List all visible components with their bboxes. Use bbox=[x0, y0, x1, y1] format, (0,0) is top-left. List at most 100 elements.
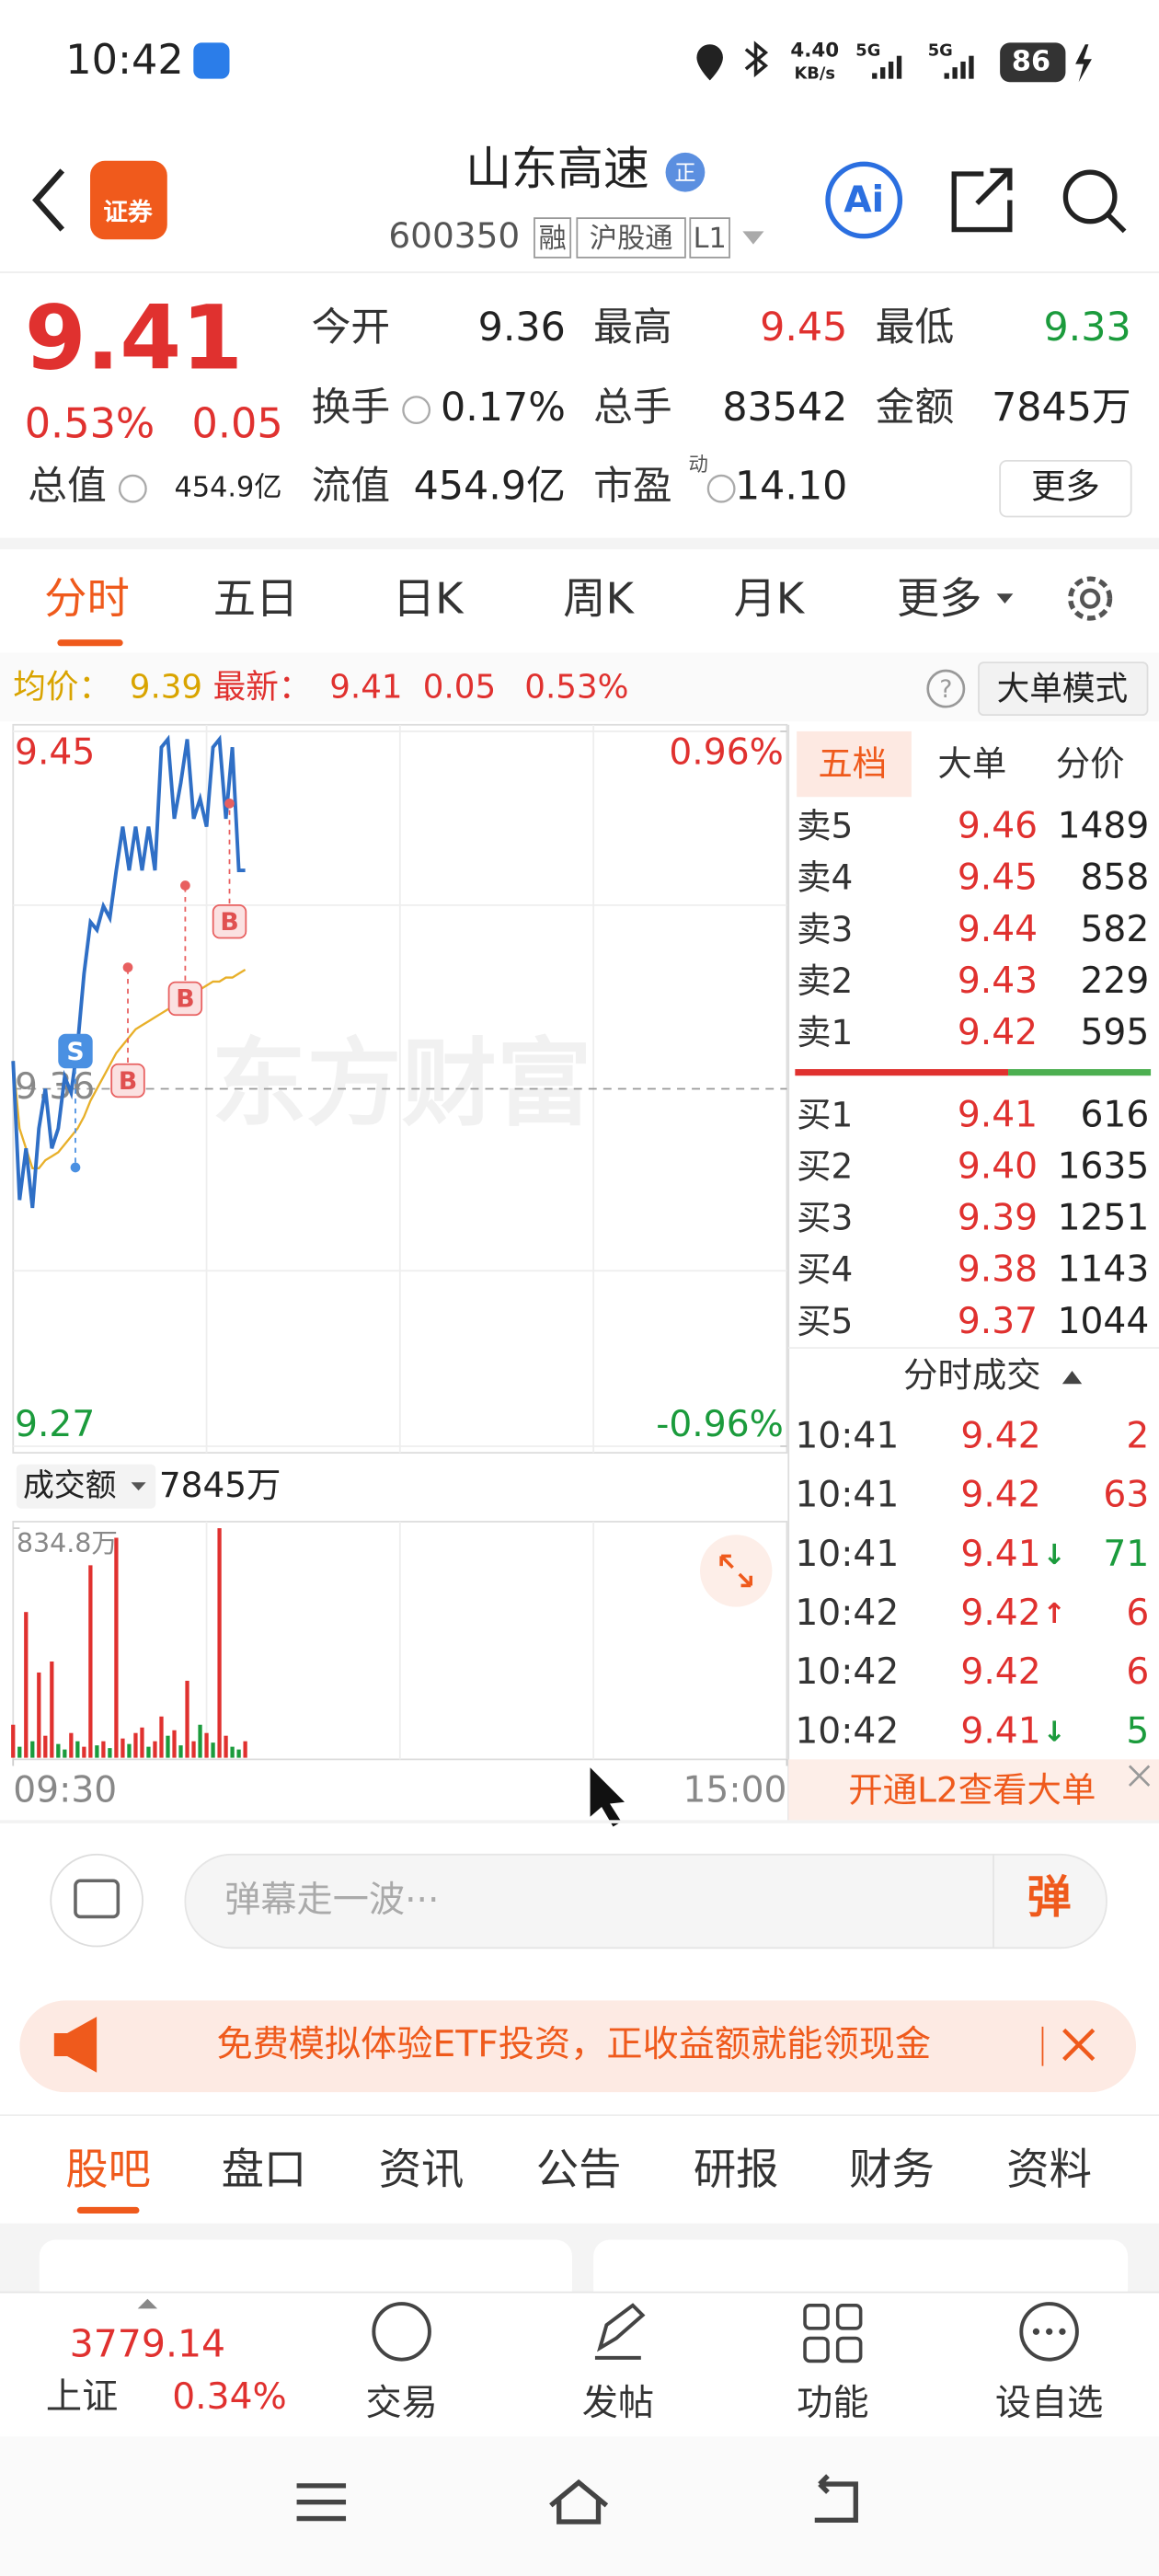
search-handle bbox=[1106, 213, 1127, 234]
function-icon[interactable] bbox=[803, 2304, 830, 2330]
post-icon[interactable] bbox=[594, 2303, 646, 2360]
mode-button[interactable] bbox=[978, 661, 1149, 717]
chart-tab[interactable]: 分时 bbox=[44, 574, 130, 624]
stat-label: 总值 bbox=[28, 464, 107, 510]
stat-value: 9.45 bbox=[760, 305, 847, 351]
book-volume: 595 bbox=[1081, 1012, 1150, 1053]
l2-banner-label[interactable]: 开通L2查看大单 bbox=[848, 1770, 1096, 1811]
book-label: 卖4 bbox=[797, 857, 853, 898]
volume-bar bbox=[69, 1732, 74, 1758]
chart-tab[interactable]: 更多 bbox=[897, 574, 982, 624]
y-tick-label: 9.45 bbox=[15, 731, 95, 773]
mode-button-label[interactable]: 大单模式 bbox=[997, 670, 1129, 707]
trade-time: 10:41 bbox=[795, 1475, 899, 1516]
close-icon[interactable] bbox=[1128, 1765, 1151, 1787]
home-button[interactable] bbox=[549, 2478, 609, 2524]
trade-time: 10:41 bbox=[795, 1534, 899, 1575]
book-tab[interactable]: 五档 bbox=[818, 743, 887, 784]
volume-bar bbox=[101, 1741, 106, 1758]
signal-bar bbox=[896, 55, 902, 79]
stat-value: 9.33 bbox=[1043, 305, 1130, 351]
content-tab[interactable]: 研报 bbox=[694, 2145, 779, 2194]
volume-bar bbox=[178, 1745, 183, 1758]
index-value[interactable]: 3779.14 bbox=[70, 2321, 225, 2365]
book-price: 9.42 bbox=[958, 1012, 1038, 1053]
volume-selector[interactable] bbox=[16, 1464, 156, 1509]
nav-label[interactable]: 功能 bbox=[797, 2383, 868, 2424]
nav-label[interactable]: 设自选 bbox=[995, 2383, 1104, 2424]
book-tab[interactable]: 分价 bbox=[1056, 743, 1125, 784]
menu-button[interactable] bbox=[296, 2483, 347, 2522]
content-tab[interactable]: 股吧 bbox=[65, 2145, 151, 2194]
chart-tab[interactable]: 月K bbox=[733, 574, 805, 624]
expand-button[interactable] bbox=[699, 1535, 773, 1607]
book-volume: 858 bbox=[1081, 857, 1150, 899]
nav-label[interactable]: 发帖 bbox=[582, 2383, 654, 2424]
trade-icon[interactable] bbox=[372, 2302, 431, 2362]
promo-text[interactable]: 免费模拟体验ETF投资，正收益额就能领现金 bbox=[216, 2024, 931, 2065]
content-tab[interactable]: 资讯 bbox=[379, 2145, 465, 2194]
settings-button[interactable] bbox=[1068, 576, 1113, 621]
book-tab[interactable]: 大单 bbox=[937, 743, 1006, 784]
book-price: 9.45 bbox=[958, 857, 1038, 899]
more-button-label[interactable]: 更多 bbox=[1031, 466, 1100, 507]
trade-time: 10:42 bbox=[795, 1593, 899, 1634]
stat-value: 9.36 bbox=[478, 305, 566, 351]
content-tab[interactable]: 资料 bbox=[1006, 2145, 1092, 2194]
share-button[interactable] bbox=[951, 167, 1013, 233]
pointer bbox=[590, 1767, 625, 1827]
signal-bar bbox=[960, 61, 966, 79]
tag: 沪股通 bbox=[590, 223, 673, 255]
book-price: 9.37 bbox=[958, 1301, 1038, 1342]
more-button[interactable] bbox=[999, 460, 1132, 518]
content-tab[interactable]: 财务 bbox=[849, 2145, 935, 2194]
sort-arrow bbox=[1061, 1371, 1083, 1385]
volume-bar bbox=[63, 1749, 67, 1758]
signal-bar bbox=[888, 61, 894, 79]
stat-value: 14.10 bbox=[735, 464, 847, 510]
dropdown-arrow[interactable] bbox=[742, 231, 764, 245]
book-volume: 1635 bbox=[1058, 1145, 1150, 1187]
marker-box bbox=[110, 1063, 145, 1098]
book-label: 买5 bbox=[797, 1301, 853, 1341]
latest-change-pct: 0.53% bbox=[524, 669, 628, 707]
chart-tab[interactable]: 五日 bbox=[213, 574, 299, 624]
book-volume: 229 bbox=[1081, 960, 1150, 1002]
watchlist-icon[interactable] bbox=[1019, 2302, 1079, 2362]
close-icon[interactable] bbox=[1062, 2028, 1096, 2062]
help-label[interactable]: ? bbox=[939, 675, 952, 704]
nav-label[interactable]: 交易 bbox=[365, 2383, 437, 2424]
trades-title: 分时成交 bbox=[903, 1355, 1041, 1396]
divider bbox=[0, 537, 1159, 550]
book-price: 9.40 bbox=[958, 1145, 1038, 1187]
chart-tab[interactable]: 日K bbox=[393, 574, 465, 624]
stat-label: 换手 bbox=[312, 385, 391, 431]
info-icon bbox=[118, 474, 147, 503]
help-icon[interactable] bbox=[926, 669, 966, 708]
search-button[interactable] bbox=[1062, 169, 1118, 224]
tag: 融 bbox=[538, 223, 566, 255]
danmaku-send[interactable]: 弹 bbox=[1027, 1872, 1072, 1924]
x-tick-label: 09:30 bbox=[13, 1770, 117, 1811]
chart-tab[interactable]: 周K bbox=[563, 574, 635, 624]
trade-volume: 71 bbox=[1103, 1534, 1149, 1575]
book-price: 9.46 bbox=[958, 806, 1038, 847]
volume-bar bbox=[224, 1735, 228, 1758]
back-button[interactable] bbox=[32, 168, 65, 232]
promo-banner[interactable] bbox=[19, 2000, 1137, 2093]
ai-button[interactable] bbox=[825, 161, 903, 239]
book-price: 9.39 bbox=[958, 1198, 1038, 1239]
feed-card[interactable] bbox=[39, 2239, 572, 2306]
content-tab[interactable]: 公告 bbox=[536, 2145, 622, 2194]
content-tab[interactable]: 盘口 bbox=[222, 2145, 307, 2194]
danmaku-input[interactable] bbox=[184, 1853, 1107, 1949]
return-button[interactable] bbox=[814, 2474, 858, 2523]
danmaku-toggle[interactable] bbox=[50, 1853, 143, 1948]
l2-banner[interactable] bbox=[788, 1759, 1159, 1821]
price-line bbox=[12, 968, 247, 1169]
ai-label[interactable]: Ai bbox=[843, 179, 884, 221]
volume-label[interactable]: 成交额 bbox=[23, 1467, 117, 1503]
volume-bar bbox=[43, 1735, 48, 1758]
feed-card[interactable] bbox=[593, 2239, 1129, 2306]
